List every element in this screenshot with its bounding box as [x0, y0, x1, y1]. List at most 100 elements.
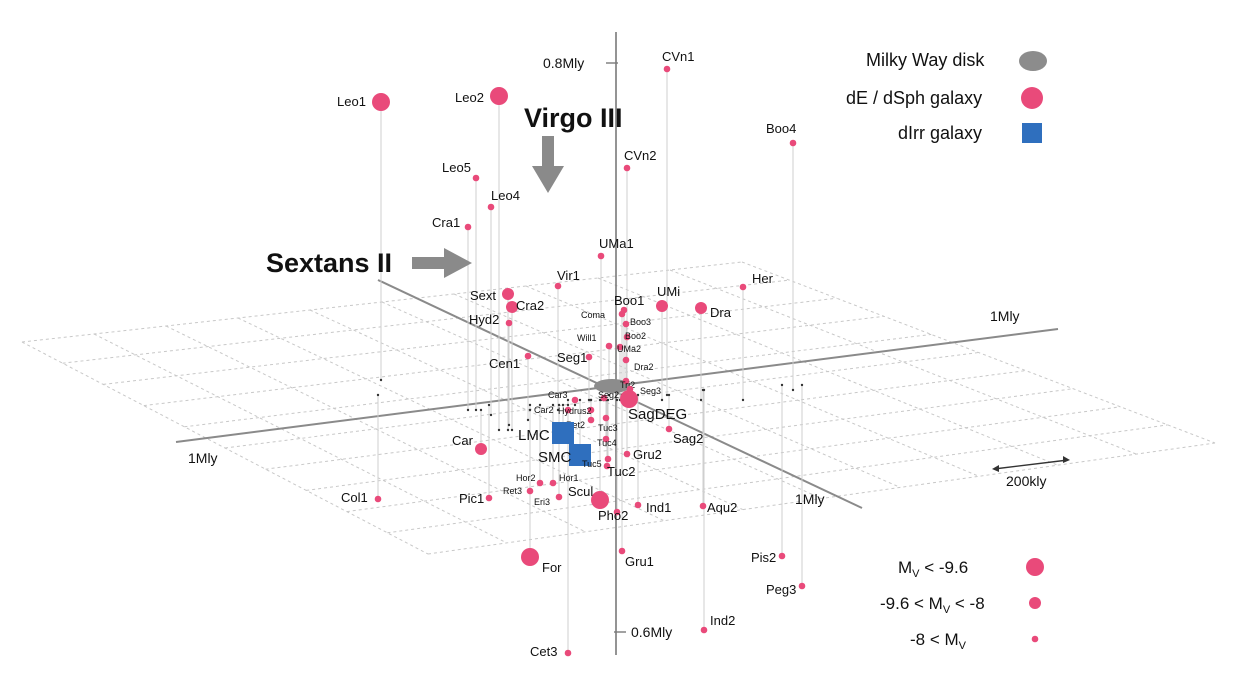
galaxy-label-gru1: Gru1: [625, 554, 654, 569]
sextans-ii-callout: Sextans II: [266, 248, 472, 278]
galaxy-marker-scul: [591, 491, 609, 509]
galaxy-marker-cvn2: [623, 164, 631, 172]
galaxy-label-lmc: LMC: [518, 427, 550, 444]
projection-point: [507, 423, 511, 427]
galaxy-label-col1: Col1: [341, 490, 368, 505]
magnitude-legend-subscript: V: [912, 568, 920, 580]
projection-point: [561, 403, 565, 407]
galaxy-marker-tri2: [622, 377, 630, 385]
galaxy-label-ind1: Ind1: [646, 500, 671, 515]
projection-point: [589, 398, 593, 402]
galaxy-marker-eri3: [555, 493, 563, 501]
galaxy-label-her: Her: [752, 271, 774, 286]
magnitude-legend-label-1: MV < -9.6: [898, 558, 968, 580]
projection-point: [699, 398, 703, 402]
magnitude-legend-label-3: -8 < MV: [910, 630, 967, 652]
galaxy-marker-cen1: [524, 352, 532, 360]
projection-point: [526, 418, 530, 422]
galaxy-marker-will1: [605, 342, 613, 350]
galaxy-marker-leo5: [472, 174, 480, 182]
legend-disk-label: Milky Way disk: [866, 50, 985, 70]
virgo-arrow-shaft: [542, 136, 554, 168]
galaxy-label-boo3: Boo3: [630, 317, 651, 327]
type-legend: Milky Way disk dE / dSph galaxy dIrr gal…: [846, 50, 1047, 143]
grid-line: [669, 269, 1137, 455]
magnitude-legend: MV < -9.6-9.6 < MV < -8-8 < MV: [880, 558, 1044, 652]
galaxy-label-eri3: Eri3: [534, 497, 550, 507]
galaxy-label-tuc5: Tuc5: [582, 459, 602, 469]
galaxy-label-seg3: Seg3: [640, 386, 661, 396]
galaxy-marker-car2: [564, 406, 572, 414]
right-axis-label: 1Mly: [990, 308, 1020, 324]
projection-points: [376, 378, 804, 432]
galaxy-marker-vir1: [554, 282, 562, 290]
galaxy-marker-cra1: [464, 223, 472, 231]
galaxy-label-leo4: Leo4: [491, 188, 520, 203]
projection-point: [474, 408, 478, 412]
magnitude-legend-marker-large: [1026, 558, 1044, 576]
galaxy-label-car3: Car3: [548, 390, 568, 400]
galaxy-label-boo1: Boo1: [614, 293, 644, 308]
galaxy-marker-dra: [695, 302, 707, 314]
legend-dsph-label: dE / dSph galaxy: [846, 88, 982, 108]
grid-line: [453, 293, 901, 488]
galaxy-marker-col1: [374, 495, 382, 503]
projection-point: [607, 393, 611, 397]
projection-lines: [377, 69, 803, 653]
galaxy-label-vir1: Vir1: [557, 268, 580, 283]
galaxy-label-boo4: Boo4: [766, 121, 796, 136]
magnitude-legend-prefix: -8 < M: [910, 630, 959, 649]
projection-point: [497, 428, 501, 432]
galaxy-label-hydrus2: Hydrus2: [558, 406, 592, 416]
galaxy-label-cet3: Cet3: [530, 644, 557, 659]
grid-line: [597, 277, 1058, 466]
projection-point: [506, 428, 510, 432]
galaxy-label-cvn2: CVn2: [624, 148, 657, 163]
projection-point: [466, 408, 470, 412]
galaxy-marker-lmc: [552, 422, 574, 444]
galaxy-label-tuc3: Tuc3: [598, 423, 618, 433]
projection-point: [667, 393, 671, 397]
galaxy-marker-pic1: [485, 494, 493, 502]
projection-point: [489, 413, 493, 417]
grid-line: [387, 424, 1168, 534]
projection-point: [578, 398, 582, 402]
galaxy-label-dra: Dra: [710, 305, 732, 320]
magnitude-legend-label-2: -9.6 < MV < -8: [880, 594, 985, 616]
galaxy-label-pho2: Pho2: [598, 508, 628, 523]
scale-bar: 200kly: [992, 456, 1070, 489]
projection-point: [791, 388, 795, 392]
grid-line: [265, 370, 1026, 470]
galaxy-label-sag2: Sag2: [673, 431, 703, 446]
galaxy-label-peg3: Peg3: [766, 582, 796, 597]
grid-line: [525, 285, 980, 477]
grid-line: [346, 406, 1121, 513]
galaxy-label-boo2: Boo2: [625, 331, 646, 341]
galaxy-marker-gru1: [618, 547, 626, 555]
projection-point: [741, 398, 745, 402]
galaxy-marker-hyd2: [505, 319, 513, 327]
grid-line: [237, 317, 665, 522]
galaxy-label-seg2: Seg2: [598, 390, 619, 400]
galaxy-marker-her: [739, 283, 747, 291]
projection-point: [510, 428, 514, 432]
projection-point: [780, 383, 784, 387]
galaxy-label-cra2: Cra2: [516, 298, 544, 313]
sextans-arrow-shaft: [412, 257, 446, 269]
scale-bar-left-arrow: [992, 465, 999, 472]
magnitude-legend-suffix: < -9.6: [920, 558, 969, 577]
galaxy-label-pis2: Pis2: [751, 550, 776, 565]
galaxy-label-sext: Sext: [470, 288, 496, 303]
grid-line: [309, 309, 744, 511]
projection-point: [556, 408, 560, 412]
galaxy-marker-gru2: [623, 450, 631, 458]
galaxy-marker-smc: [569, 444, 591, 466]
galaxy-marker-umi: [656, 300, 668, 312]
legend-dirr-label: dIrr galaxy: [898, 123, 982, 143]
projection-point: [598, 398, 602, 402]
galaxy-marker-hydrus2: [587, 406, 595, 414]
projection-point: [528, 403, 532, 407]
galaxy-marker-for: [521, 548, 539, 566]
projection-point: [615, 398, 619, 402]
